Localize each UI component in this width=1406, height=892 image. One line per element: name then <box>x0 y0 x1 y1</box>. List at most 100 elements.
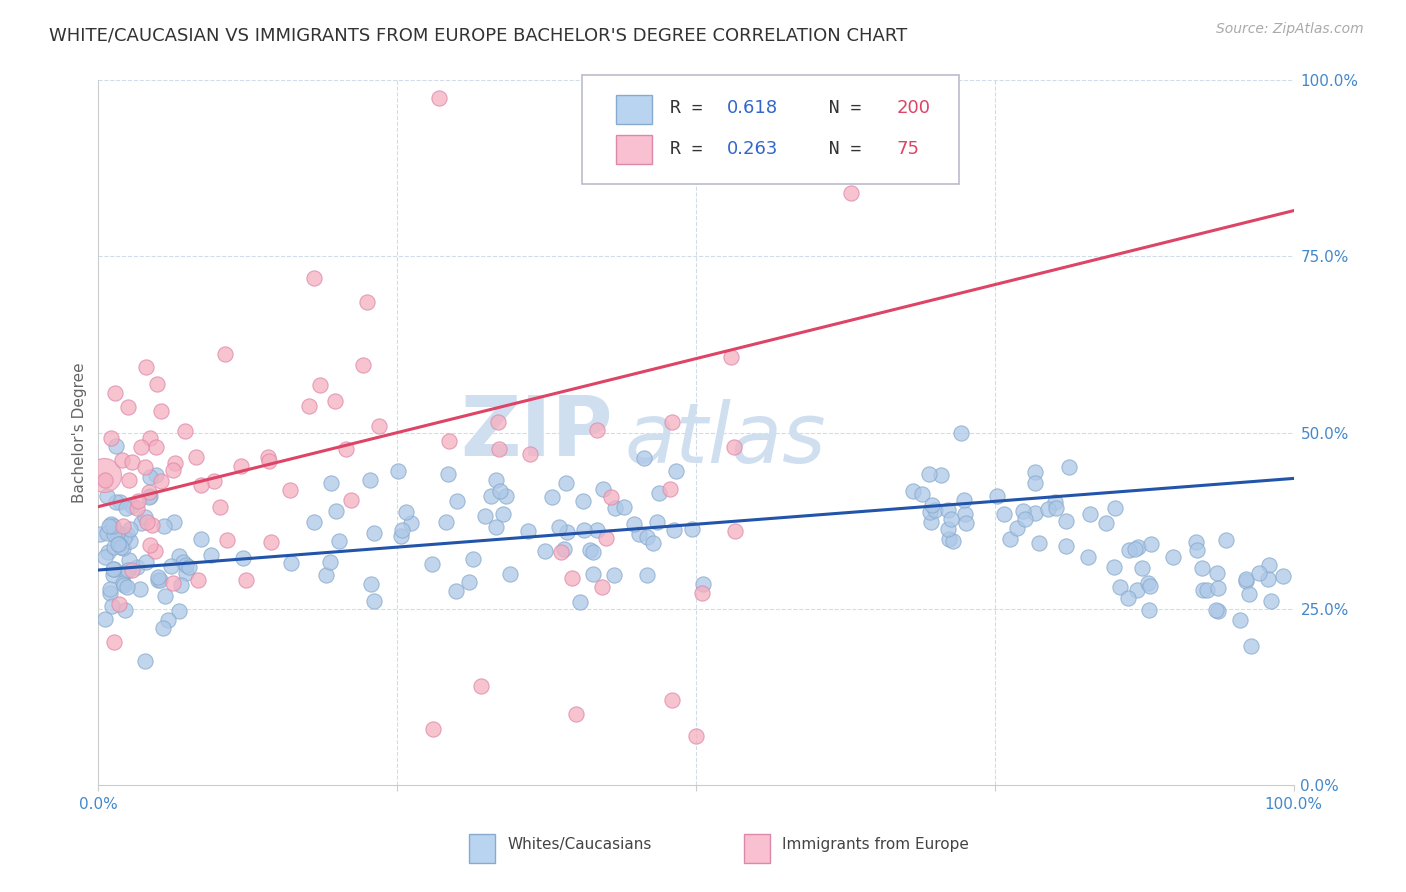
Point <box>690 586 713 600</box>
Point <box>554 475 576 490</box>
Point <box>582 567 605 582</box>
Point <box>173 425 195 439</box>
Point <box>636 530 658 544</box>
Text: Whites/Caucasians: Whites/Caucasians <box>508 838 651 853</box>
Point <box>112 541 135 556</box>
Point <box>1161 550 1184 565</box>
Point <box>949 425 972 440</box>
Point <box>139 489 162 503</box>
Point <box>917 467 939 482</box>
Point <box>903 483 925 498</box>
Point <box>665 464 688 478</box>
Point <box>101 562 124 576</box>
Point <box>444 583 467 598</box>
Point <box>298 400 321 414</box>
Point <box>1139 578 1161 592</box>
Point <box>359 473 381 487</box>
Point <box>495 489 517 503</box>
Point <box>599 490 621 504</box>
Point <box>121 563 143 577</box>
Point <box>420 557 443 571</box>
Point <box>1205 603 1227 617</box>
Point <box>1130 560 1153 574</box>
Point <box>174 558 197 573</box>
Point <box>591 580 613 594</box>
Point <box>363 526 385 541</box>
Point <box>105 526 128 541</box>
Text: Immigrants from Europe: Immigrants from Europe <box>782 838 969 853</box>
Point <box>112 532 135 546</box>
Point <box>685 729 707 743</box>
Point <box>117 563 139 577</box>
Point <box>96 489 118 503</box>
Point <box>938 533 960 547</box>
Point <box>953 507 976 521</box>
Point <box>1028 536 1050 550</box>
Point <box>547 520 569 534</box>
Text: N =: N = <box>807 100 872 118</box>
Point <box>89 526 111 541</box>
Point <box>127 500 149 515</box>
Point <box>146 569 169 583</box>
FancyBboxPatch shape <box>616 135 652 164</box>
Point <box>278 483 301 497</box>
Point <box>107 537 129 551</box>
Point <box>1118 591 1140 606</box>
Point <box>1258 558 1281 572</box>
Point <box>280 556 302 570</box>
Point <box>920 505 942 519</box>
Point <box>474 508 496 523</box>
Point <box>517 524 540 539</box>
Point <box>190 532 212 546</box>
Point <box>603 567 626 582</box>
Point <box>256 450 278 465</box>
Point <box>138 485 160 500</box>
Point <box>479 490 502 504</box>
Point <box>534 544 557 558</box>
Point <box>101 519 124 533</box>
Point <box>692 576 714 591</box>
Point <box>141 518 163 533</box>
Point <box>103 527 125 541</box>
FancyBboxPatch shape <box>470 834 495 863</box>
Point <box>921 499 943 513</box>
Point <box>302 270 325 285</box>
Point <box>104 385 127 400</box>
Point <box>259 535 281 549</box>
Point <box>162 576 184 591</box>
Point <box>1078 507 1101 521</box>
Point <box>1024 466 1046 480</box>
Point <box>202 475 225 489</box>
Point <box>391 523 413 537</box>
Point <box>94 474 117 488</box>
Point <box>138 538 160 552</box>
Point <box>1185 534 1208 549</box>
Point <box>488 442 510 456</box>
Point <box>1272 569 1295 583</box>
Point <box>190 477 212 491</box>
Point <box>97 519 120 533</box>
Point <box>641 536 664 550</box>
Point <box>664 523 686 537</box>
Point <box>127 494 149 508</box>
Point <box>177 559 200 574</box>
Point <box>323 394 346 409</box>
Point <box>399 516 422 530</box>
Point <box>1247 566 1270 580</box>
Point <box>162 463 184 477</box>
Point <box>1095 516 1118 530</box>
Point <box>96 526 118 541</box>
Point <box>125 559 148 574</box>
FancyBboxPatch shape <box>582 75 959 184</box>
Point <box>924 503 946 517</box>
Point <box>163 456 186 470</box>
Point <box>118 522 141 536</box>
Point <box>1077 550 1099 565</box>
Point <box>955 516 977 531</box>
Point <box>1260 594 1282 608</box>
Point <box>134 654 156 668</box>
Point <box>121 499 143 513</box>
Point <box>112 575 135 590</box>
Point <box>389 529 412 543</box>
Point <box>104 494 127 508</box>
